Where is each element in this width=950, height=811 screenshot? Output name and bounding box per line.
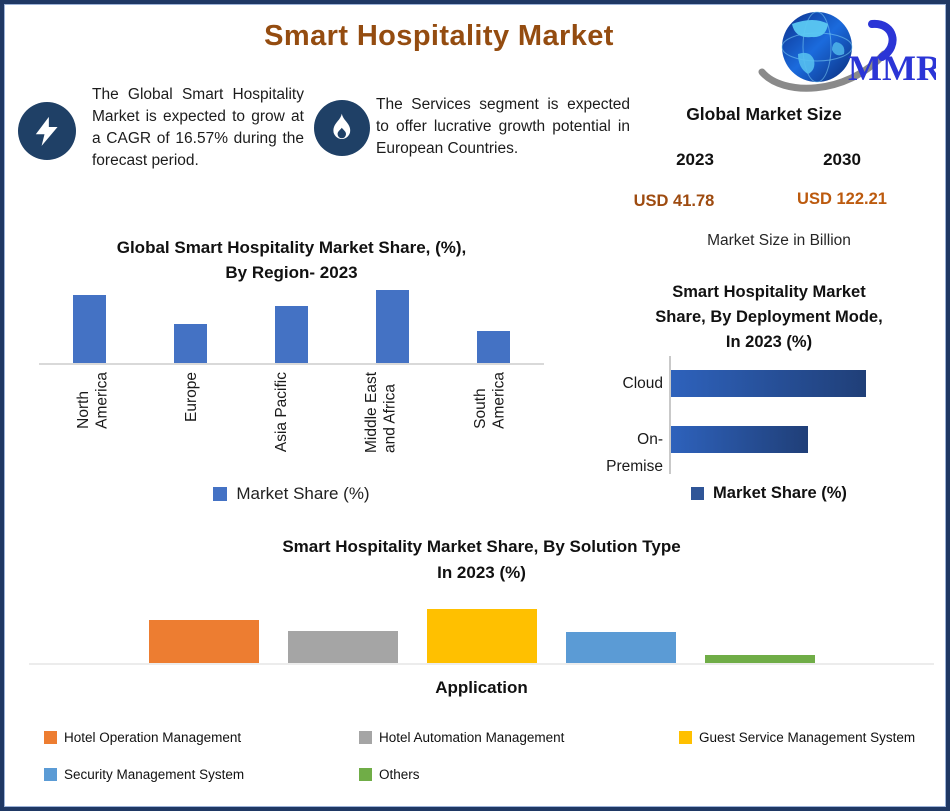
highlight-services-text: The Services segment is expected to offe… (376, 96, 630, 157)
lightning-icon (18, 102, 76, 160)
market-size-heading: Global Market Size (686, 104, 842, 124)
region-share-chart: Global Smart Hospitality Market Share, (… (34, 232, 549, 522)
solution-bar (426, 609, 537, 663)
region-chart-legend: Market Share (%) (34, 484, 549, 504)
legend-swatch (359, 731, 372, 744)
legend-swatch (44, 768, 57, 781)
solution-bar (565, 632, 676, 663)
legend-item: Others (359, 767, 679, 782)
legend-label: Others (379, 767, 420, 782)
legend-label: Security Management System (64, 767, 245, 782)
deployment-share-chart: Smart Hospitality Market Share, By Deplo… (589, 280, 946, 512)
solution-chart-xlabel: Application (435, 678, 528, 697)
region-axis-label: Europe (183, 372, 201, 422)
deployment-chart-plot (669, 356, 931, 474)
legend-item: Guest Service Management System (679, 730, 915, 745)
deploy-bar-row (671, 370, 931, 397)
market-size-year-2030: 2030 (823, 150, 861, 169)
region-chart-title: Global Smart Hospitality Market Share, (… (116, 238, 467, 282)
legend-item: Security Management System (44, 767, 359, 782)
solution-bar (148, 619, 259, 663)
region-axis-label: Middle East and Africa (363, 372, 399, 453)
solution-share-chart: Smart Hospitality Market Share, By Solut… (29, 526, 934, 807)
region-bar (376, 290, 409, 363)
deployment-chart-legend: Market Share (%) (589, 484, 946, 503)
solution-chart-legend: Hotel Operation Management Hotel Automati… (44, 730, 915, 782)
legend-swatch (44, 731, 57, 744)
solution-chart-plot (29, 609, 934, 665)
deploy-bar (671, 370, 866, 397)
market-size-value-2030: USD 122.21 (797, 190, 887, 208)
region-axis-label: Asia Pacific (273, 372, 291, 453)
legend-label: Guest Service Management System (699, 730, 916, 745)
solution-bar (287, 630, 398, 663)
globe-icon: MMR (758, 11, 943, 92)
deployment-chart-title: Smart Hospitality Market Share, By Deplo… (655, 283, 883, 351)
legend-item: Hotel Automation Management (359, 730, 679, 745)
legend-item: Hotel Operation Management (44, 730, 359, 745)
legend-label: Hotel Automation Management (379, 730, 565, 745)
region-chart-plot (39, 290, 544, 365)
solution-chart-title: Smart Hospitality Market Share, By Solut… (282, 537, 681, 582)
market-size-note: Market Size in Billion (707, 232, 851, 249)
deploy-axis-label: On-Premise (606, 431, 663, 475)
legend-swatch (213, 487, 228, 501)
market-size-year-2023: 2023 (676, 150, 714, 169)
region-axis-label: North America (74, 372, 111, 429)
legend-label: Market Share (%) (713, 484, 847, 502)
legend-swatch (359, 768, 372, 781)
mmr-logo: MMR (754, 8, 943, 98)
region-axis-label: South America (471, 372, 507, 429)
deploy-bar-row (671, 426, 931, 453)
flame-icon (314, 100, 370, 156)
market-size-value-2023: USD 41.78 (633, 192, 715, 210)
region-chart-axis-labels: North America Europe Asia Pacific Middle Ea… (39, 372, 544, 490)
legend-label: Market Share (%) (236, 484, 370, 503)
deploy-axis-label: Cloud (622, 375, 664, 392)
region-bar (477, 331, 510, 363)
legend-swatch (691, 487, 705, 500)
highlight-cagr-text: The Global Smart Hospitality Market is e… (92, 86, 304, 169)
logo-text: MMR (848, 48, 936, 88)
legend-swatch (679, 731, 692, 744)
page-title: Smart Hospitality Market (264, 20, 614, 52)
solution-bar (704, 655, 815, 663)
region-bar (275, 305, 308, 363)
region-bar (174, 324, 207, 363)
deploy-bar (671, 426, 808, 453)
region-bar (73, 294, 106, 363)
legend-label: Hotel Operation Management (64, 730, 242, 745)
